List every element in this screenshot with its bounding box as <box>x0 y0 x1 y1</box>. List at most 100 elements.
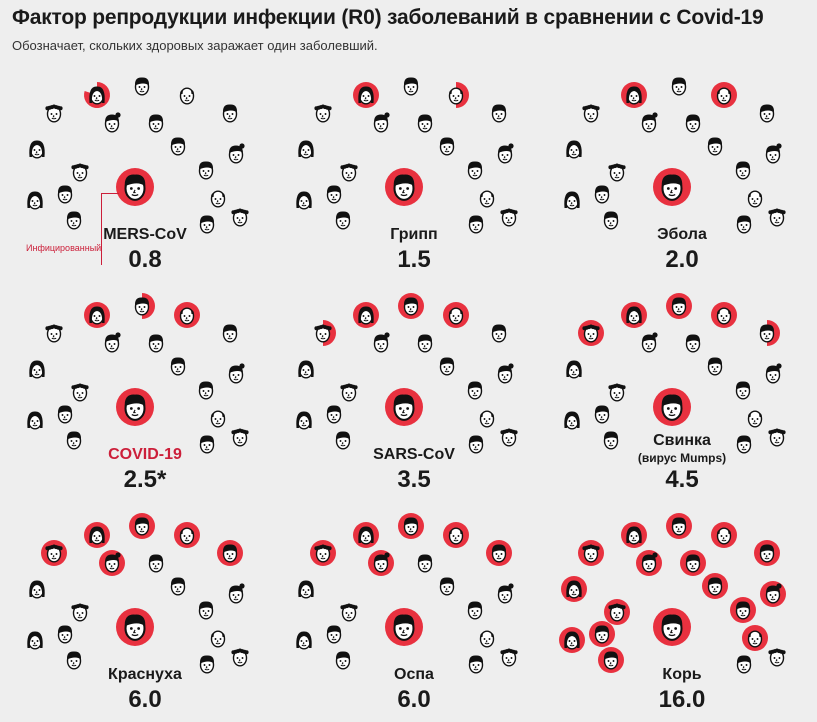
healthy-face <box>326 625 342 644</box>
healthy-face <box>84 302 110 328</box>
healthy-face <box>296 411 312 430</box>
healthy-face <box>578 320 604 346</box>
healthy-face <box>564 411 580 430</box>
healthy-face <box>564 191 580 210</box>
healthy-face <box>29 580 45 599</box>
healthy-face <box>84 82 110 108</box>
healthy-face <box>310 540 336 566</box>
healthy-face <box>760 581 786 607</box>
healthy-face <box>27 191 43 210</box>
healthy-face <box>768 648 786 667</box>
healthy-face <box>468 655 484 674</box>
faces-figure <box>27 513 249 674</box>
healthy-face <box>174 302 200 328</box>
healthy-face <box>735 161 751 180</box>
healthy-face <box>759 320 780 346</box>
healthy-face <box>680 550 706 576</box>
healthy-face <box>497 583 514 604</box>
healthy-face <box>467 381 483 400</box>
healthy-face <box>170 577 186 596</box>
infected-face <box>385 168 423 206</box>
healthy-face <box>603 211 619 230</box>
healthy-face <box>603 431 619 450</box>
healthy-face <box>589 621 615 647</box>
healthy-face <box>71 163 89 182</box>
healthy-face <box>500 648 518 667</box>
healthy-face <box>210 190 226 208</box>
healthy-face <box>621 302 647 328</box>
healthy-face <box>353 82 379 108</box>
r0-value: 0.8 <box>128 246 162 273</box>
infected-face <box>385 388 423 426</box>
healthy-face <box>298 140 314 159</box>
healthy-face <box>199 435 215 454</box>
healthy-face <box>57 185 73 204</box>
healthy-face <box>711 82 737 108</box>
healthy-face <box>296 631 312 650</box>
r0-value: 16.0 <box>658 686 706 713</box>
healthy-face <box>398 513 424 539</box>
disease-name: SARS-CoV <box>373 446 455 463</box>
healthy-face <box>27 411 43 430</box>
healthy-face <box>497 143 514 164</box>
healthy-face <box>491 104 507 123</box>
healthy-face <box>71 383 89 402</box>
r0-value: 1.5 <box>397 246 431 273</box>
healthy-face <box>768 428 786 447</box>
healthy-face <box>479 190 495 208</box>
healthy-face <box>210 410 226 428</box>
healthy-face <box>491 324 507 343</box>
healthy-face <box>500 428 518 447</box>
healthy-face <box>199 215 215 234</box>
panel-9: Корь 16.0 <box>547 502 817 722</box>
healthy-face <box>134 77 150 96</box>
healthy-face <box>296 191 312 210</box>
healthy-face <box>754 540 780 566</box>
healthy-face <box>199 655 215 674</box>
healthy-face <box>598 647 624 673</box>
healthy-face <box>621 522 647 548</box>
healthy-face <box>479 410 495 428</box>
infected-face <box>116 168 154 206</box>
healthy-face <box>104 332 121 353</box>
healthy-face <box>448 82 469 108</box>
healthy-face <box>71 603 89 622</box>
infected-face <box>653 168 691 206</box>
healthy-face <box>765 143 782 164</box>
r0-value: 2.0 <box>665 246 699 273</box>
healthy-face <box>198 381 214 400</box>
healthy-face <box>594 185 610 204</box>
disease-name: COVID-19 <box>108 446 182 463</box>
healthy-face <box>417 554 433 573</box>
healthy-face <box>594 405 610 424</box>
healthy-face <box>666 513 692 539</box>
healthy-face <box>217 540 243 566</box>
healthy-face <box>231 648 249 667</box>
disease-name: Грипп <box>390 226 438 243</box>
healthy-face <box>561 576 587 602</box>
healthy-face <box>759 104 775 123</box>
healthy-face <box>326 185 342 204</box>
disease-name: Эбола <box>657 226 707 243</box>
healthy-face <box>765 363 782 384</box>
healthy-face <box>66 651 82 670</box>
r0-value: 6.0 <box>128 686 162 713</box>
faces-figure <box>296 293 518 454</box>
healthy-face <box>707 137 723 156</box>
panel-8: Оспа 6.0 <box>279 502 549 722</box>
healthy-face <box>702 573 728 599</box>
healthy-face <box>27 631 43 650</box>
panel-4: COVID-19 2.5* <box>10 282 280 502</box>
healthy-face <box>621 82 647 108</box>
healthy-face <box>742 625 768 651</box>
healthy-face <box>45 104 63 123</box>
healthy-face <box>417 114 433 133</box>
healthy-face <box>29 140 45 159</box>
healthy-face <box>29 360 45 379</box>
healthy-face <box>198 601 214 620</box>
healthy-face <box>335 211 351 230</box>
healthy-face <box>443 302 469 328</box>
healthy-face <box>174 522 200 548</box>
healthy-face <box>198 161 214 180</box>
healthy-face <box>298 360 314 379</box>
